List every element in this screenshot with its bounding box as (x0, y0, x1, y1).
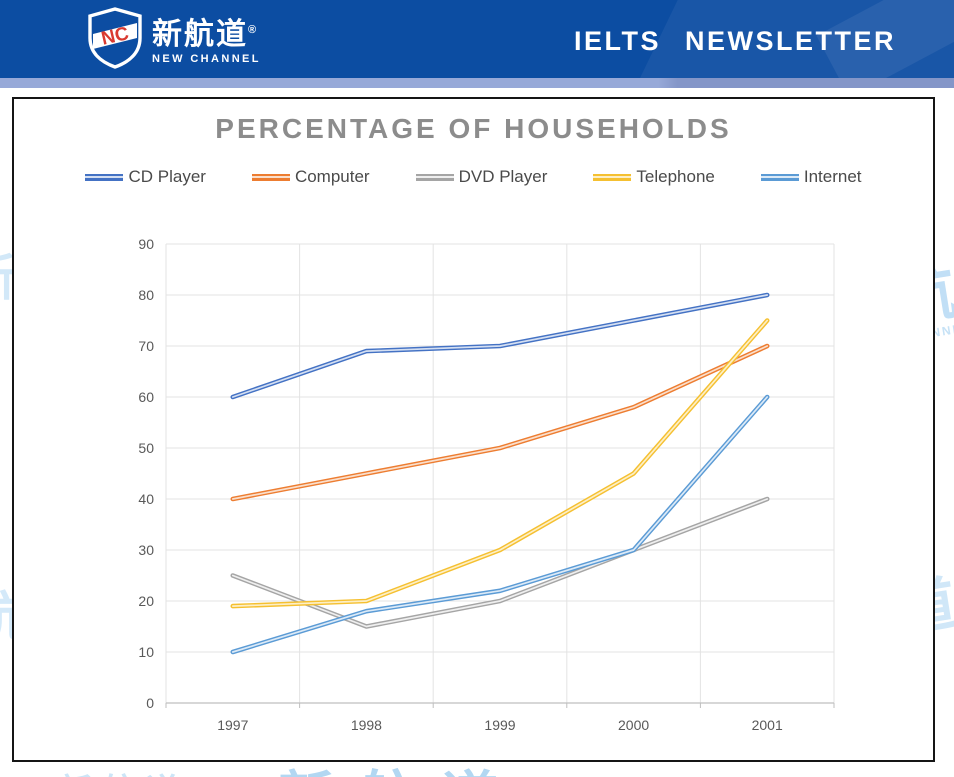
legend-line-swatch-internet (760, 173, 799, 181)
series-line-telephone (230, 318, 770, 609)
line-chart: 0 10 20 30 40 50 60 70 80 90 1997 1998 1999 2000 2001 (138, 236, 835, 733)
y-tick-label: 20 (138, 593, 154, 609)
series-line-center-dvd-player (231, 498, 769, 628)
header-accent-strip (0, 78, 954, 88)
series-line-center-internet (231, 396, 769, 653)
y-tick-label: 70 (138, 338, 154, 354)
legend-label-telephone: Telephone (636, 167, 715, 186)
brand-text: 新航道® NEW CHANNEL (152, 7, 261, 65)
series-line-center-cd-player (231, 294, 769, 398)
y-tick-label: 30 (138, 542, 154, 558)
shield-icon: NC (88, 7, 142, 69)
legend-item-computer: Computer (251, 167, 370, 187)
y-tick-label: 60 (138, 389, 154, 405)
series-line-internet (230, 394, 770, 655)
series-line-center-telephone (231, 319, 769, 607)
series-line-dvd-player (230, 496, 770, 629)
series-line-center-computer (231, 345, 769, 500)
y-tick-label: 10 (138, 644, 154, 660)
legend-label-cd-player: CD Player (128, 167, 206, 186)
legend-item-telephone: Telephone (593, 167, 715, 187)
y-tick-label: 80 (138, 287, 154, 303)
x-tick-label: 1997 (217, 717, 248, 733)
legend-item-dvd-player: DVD Player (415, 167, 548, 187)
y-tick-label: 0 (146, 695, 154, 711)
legend-line-swatch-cd-player (85, 173, 124, 181)
x-tick-label: 1998 (351, 717, 382, 733)
x-tick-label: 1999 (484, 717, 515, 733)
legend-line-swatch-dvd-player (415, 173, 454, 181)
chart-title: PERCENTAGE OF HOUSEHOLDS (215, 113, 732, 144)
watermark-bottom-small: 新航道 (58, 764, 190, 777)
newsletter-title: IELTS NEWSLETTER (574, 26, 896, 56)
legend-line-swatch-telephone (593, 173, 632, 181)
header-diagonal-shade (640, 0, 954, 78)
x-tick-label: 2001 (752, 717, 783, 733)
legend-line-swatch-computer (251, 173, 290, 181)
legend-label-computer: Computer (294, 167, 370, 186)
chart-panel: PERCENTAGE OF HOUSEHOLDS CD Player Comput… (12, 97, 935, 762)
legend-item-internet: Internet (760, 167, 862, 187)
legend-item-cd-player: CD Player (85, 167, 206, 187)
y-tick-label: 90 (138, 236, 154, 252)
brand-logo: NC 新航道® NEW CHANNEL (86, 7, 261, 69)
legend-label-dvd-player: DVD Player (458, 167, 548, 186)
legend-label-internet: Internet (803, 167, 862, 186)
header-banner: NC 新航道® NEW CHANNEL IELTS NEWSLETTER (0, 0, 954, 78)
brand-name-chinese: 新航道® (152, 18, 259, 51)
registered-mark: ® (248, 24, 259, 36)
chart-legend: CD Player Computer DVD Player Telephone Inte… (14, 167, 933, 187)
y-tick-label: 40 (138, 491, 154, 507)
x-tick-label: 2000 (618, 717, 649, 733)
y-tick-label: 50 (138, 440, 154, 456)
brand-name-english: NEW CHANNEL (152, 53, 261, 65)
brand-monogram: NC (99, 23, 131, 50)
